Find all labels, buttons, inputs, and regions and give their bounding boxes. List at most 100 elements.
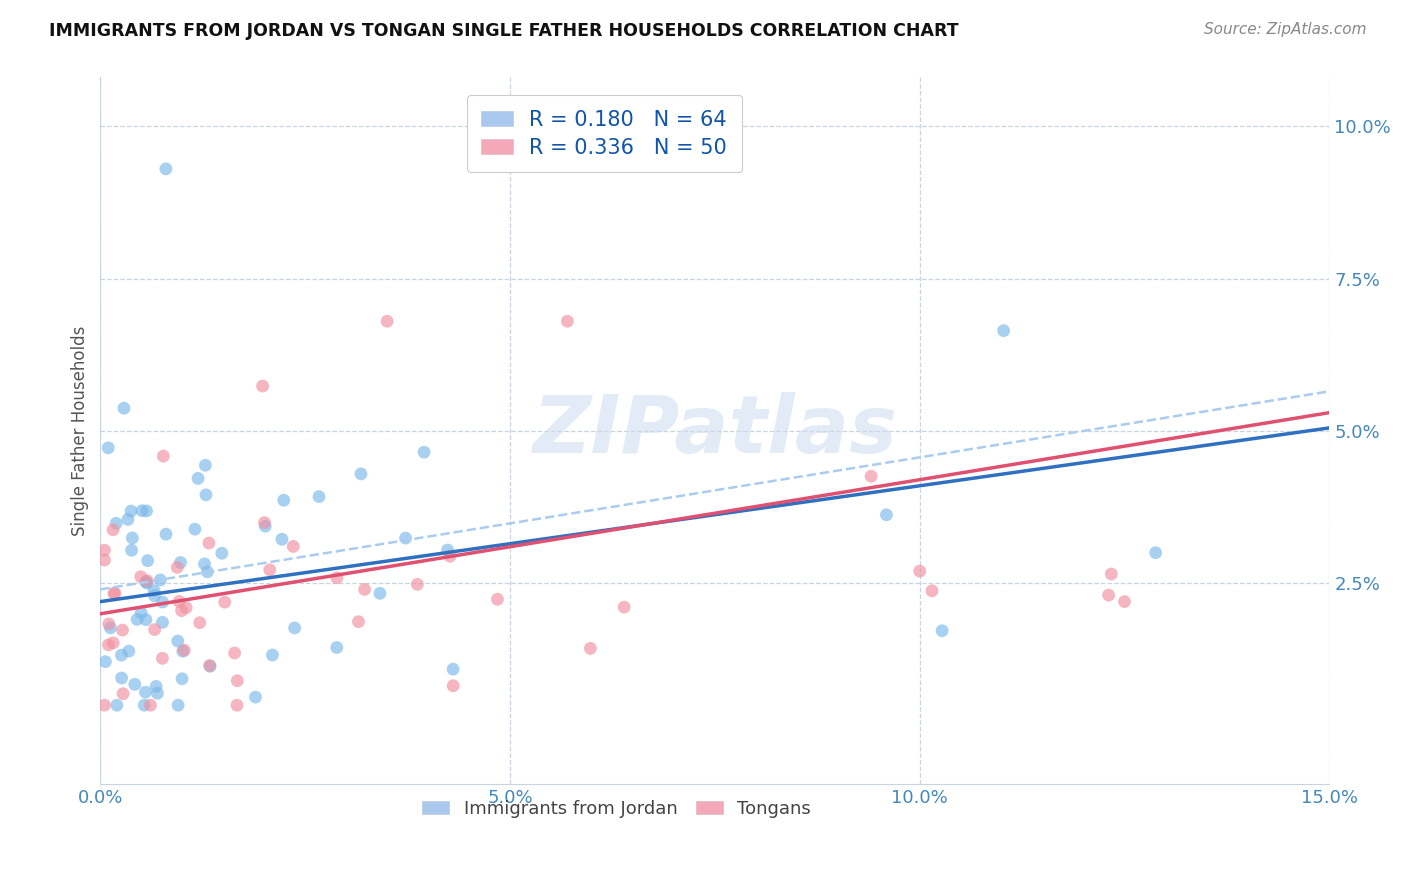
Point [579,641,602,656]
Point [152,449,174,463]
Point [226,673,249,688]
Point [136,576,159,591]
Point [1114,594,1136,608]
Point [195,565,218,579]
Point [245,690,267,705]
Point [259,563,281,577]
Point [211,546,233,560]
Point [184,522,207,536]
Point [413,445,436,459]
Point [103,586,125,600]
Point [394,531,416,545]
Point [613,600,636,615]
Point [105,516,128,531]
Point [97,638,120,652]
Point [100,621,122,635]
Point [1144,546,1167,560]
Point [118,644,141,658]
Point [224,646,246,660]
Point [101,523,124,537]
Point [439,549,461,564]
Point [93,698,115,713]
Point [120,504,142,518]
Point [143,623,166,637]
Point [121,543,143,558]
Point [101,636,124,650]
Point [194,458,217,473]
Point [152,651,174,665]
Point [94,655,117,669]
Point [226,698,249,713]
Point [262,648,284,662]
Point [193,557,215,571]
Point [170,604,193,618]
Point [121,531,143,545]
Point [486,592,509,607]
Point [254,519,277,533]
Point [368,586,391,600]
Point [284,621,307,635]
Point [145,680,167,694]
Point [170,672,193,686]
Point [131,504,153,518]
Point [167,698,190,713]
Point [146,686,169,700]
Point [188,615,211,630]
Point [135,613,157,627]
Point [326,571,349,585]
Point [166,634,188,648]
Point [1099,567,1122,582]
Legend: Immigrants from Jordan, Tongans: Immigrants from Jordan, Tongans [415,792,818,825]
Point [110,648,132,662]
Point [135,504,157,518]
Point [172,644,194,658]
Point [860,469,883,483]
Point [152,595,174,609]
Text: Source: ZipAtlas.com: Source: ZipAtlas.com [1204,22,1367,37]
Point [93,553,115,567]
Point [271,533,294,547]
Point [117,512,139,526]
Point [134,685,156,699]
Point [353,582,375,597]
Point [97,616,120,631]
Point [127,612,149,626]
Point [135,574,157,589]
Point [441,679,464,693]
Point [112,401,135,416]
Point [214,595,236,609]
Point [908,564,931,578]
Point [1097,588,1119,602]
Point [308,490,330,504]
Point [187,471,209,485]
Point [143,583,166,598]
Point [167,594,190,608]
Point [198,658,221,673]
Point [93,543,115,558]
Text: ZIPatlas: ZIPatlas [533,392,897,470]
Point [134,698,156,713]
Point [198,659,221,673]
Point [347,615,370,629]
Point [252,379,274,393]
Point [105,698,128,713]
Point [112,687,135,701]
Point [436,543,458,558]
Point [350,467,373,481]
Point [136,574,159,588]
Point [143,589,166,603]
Point [375,314,398,328]
Point [441,662,464,676]
Point [97,441,120,455]
Point [173,643,195,657]
Point [110,671,132,685]
Point [921,583,943,598]
Point [155,161,177,176]
Point [557,314,579,328]
Point [194,488,217,502]
Point [111,623,134,637]
Point [283,540,305,554]
Point [136,554,159,568]
Point [139,698,162,713]
Point [174,600,197,615]
